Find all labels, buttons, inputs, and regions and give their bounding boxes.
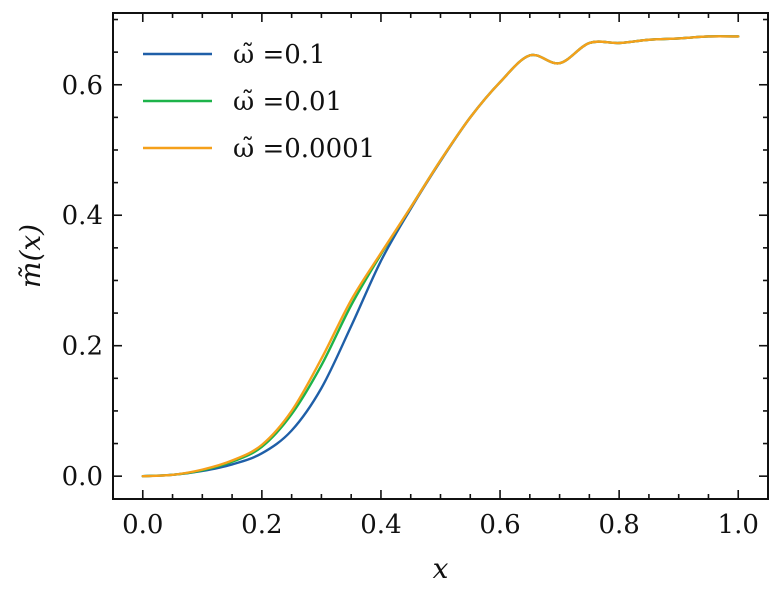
legend-label: ω̃ =0.1 (233, 40, 326, 70)
x-tick-label: 0.0 (122, 510, 163, 540)
series-line-3 (141, 35, 740, 478)
x-tick-label: 0.8 (598, 510, 639, 540)
y-tick-label: 0.2 (62, 332, 103, 362)
x-tick-label: 0.6 (479, 510, 520, 540)
series-layer (141, 35, 740, 478)
x-axis-title: x (433, 552, 449, 585)
y-tick-label: 0.0 (62, 462, 103, 492)
x-tick-label: 0.2 (241, 510, 282, 540)
y-tick-label: 0.6 (62, 71, 103, 101)
legend-label: ω̃ =0.01 (233, 87, 342, 117)
x-tick-label: 1.0 (718, 510, 759, 540)
y-tick-label: 0.4 (62, 201, 103, 231)
legend-label: ω̃ =0.0001 (233, 134, 375, 164)
ticks-layer (112, 13, 769, 499)
tick-labels: 0.0 0.2 0.4 0.6 0.8 1.0 0.0 0.2 0.4 0.6 (62, 71, 759, 540)
x-tick-label: 0.4 (360, 510, 401, 540)
legend: ω̃ =0.1 ω̃ =0.01 ω̃ =0.0001 (143, 40, 375, 164)
y-axis-title: m̃(x) (14, 224, 47, 288)
plot-frame (112, 12, 769, 500)
